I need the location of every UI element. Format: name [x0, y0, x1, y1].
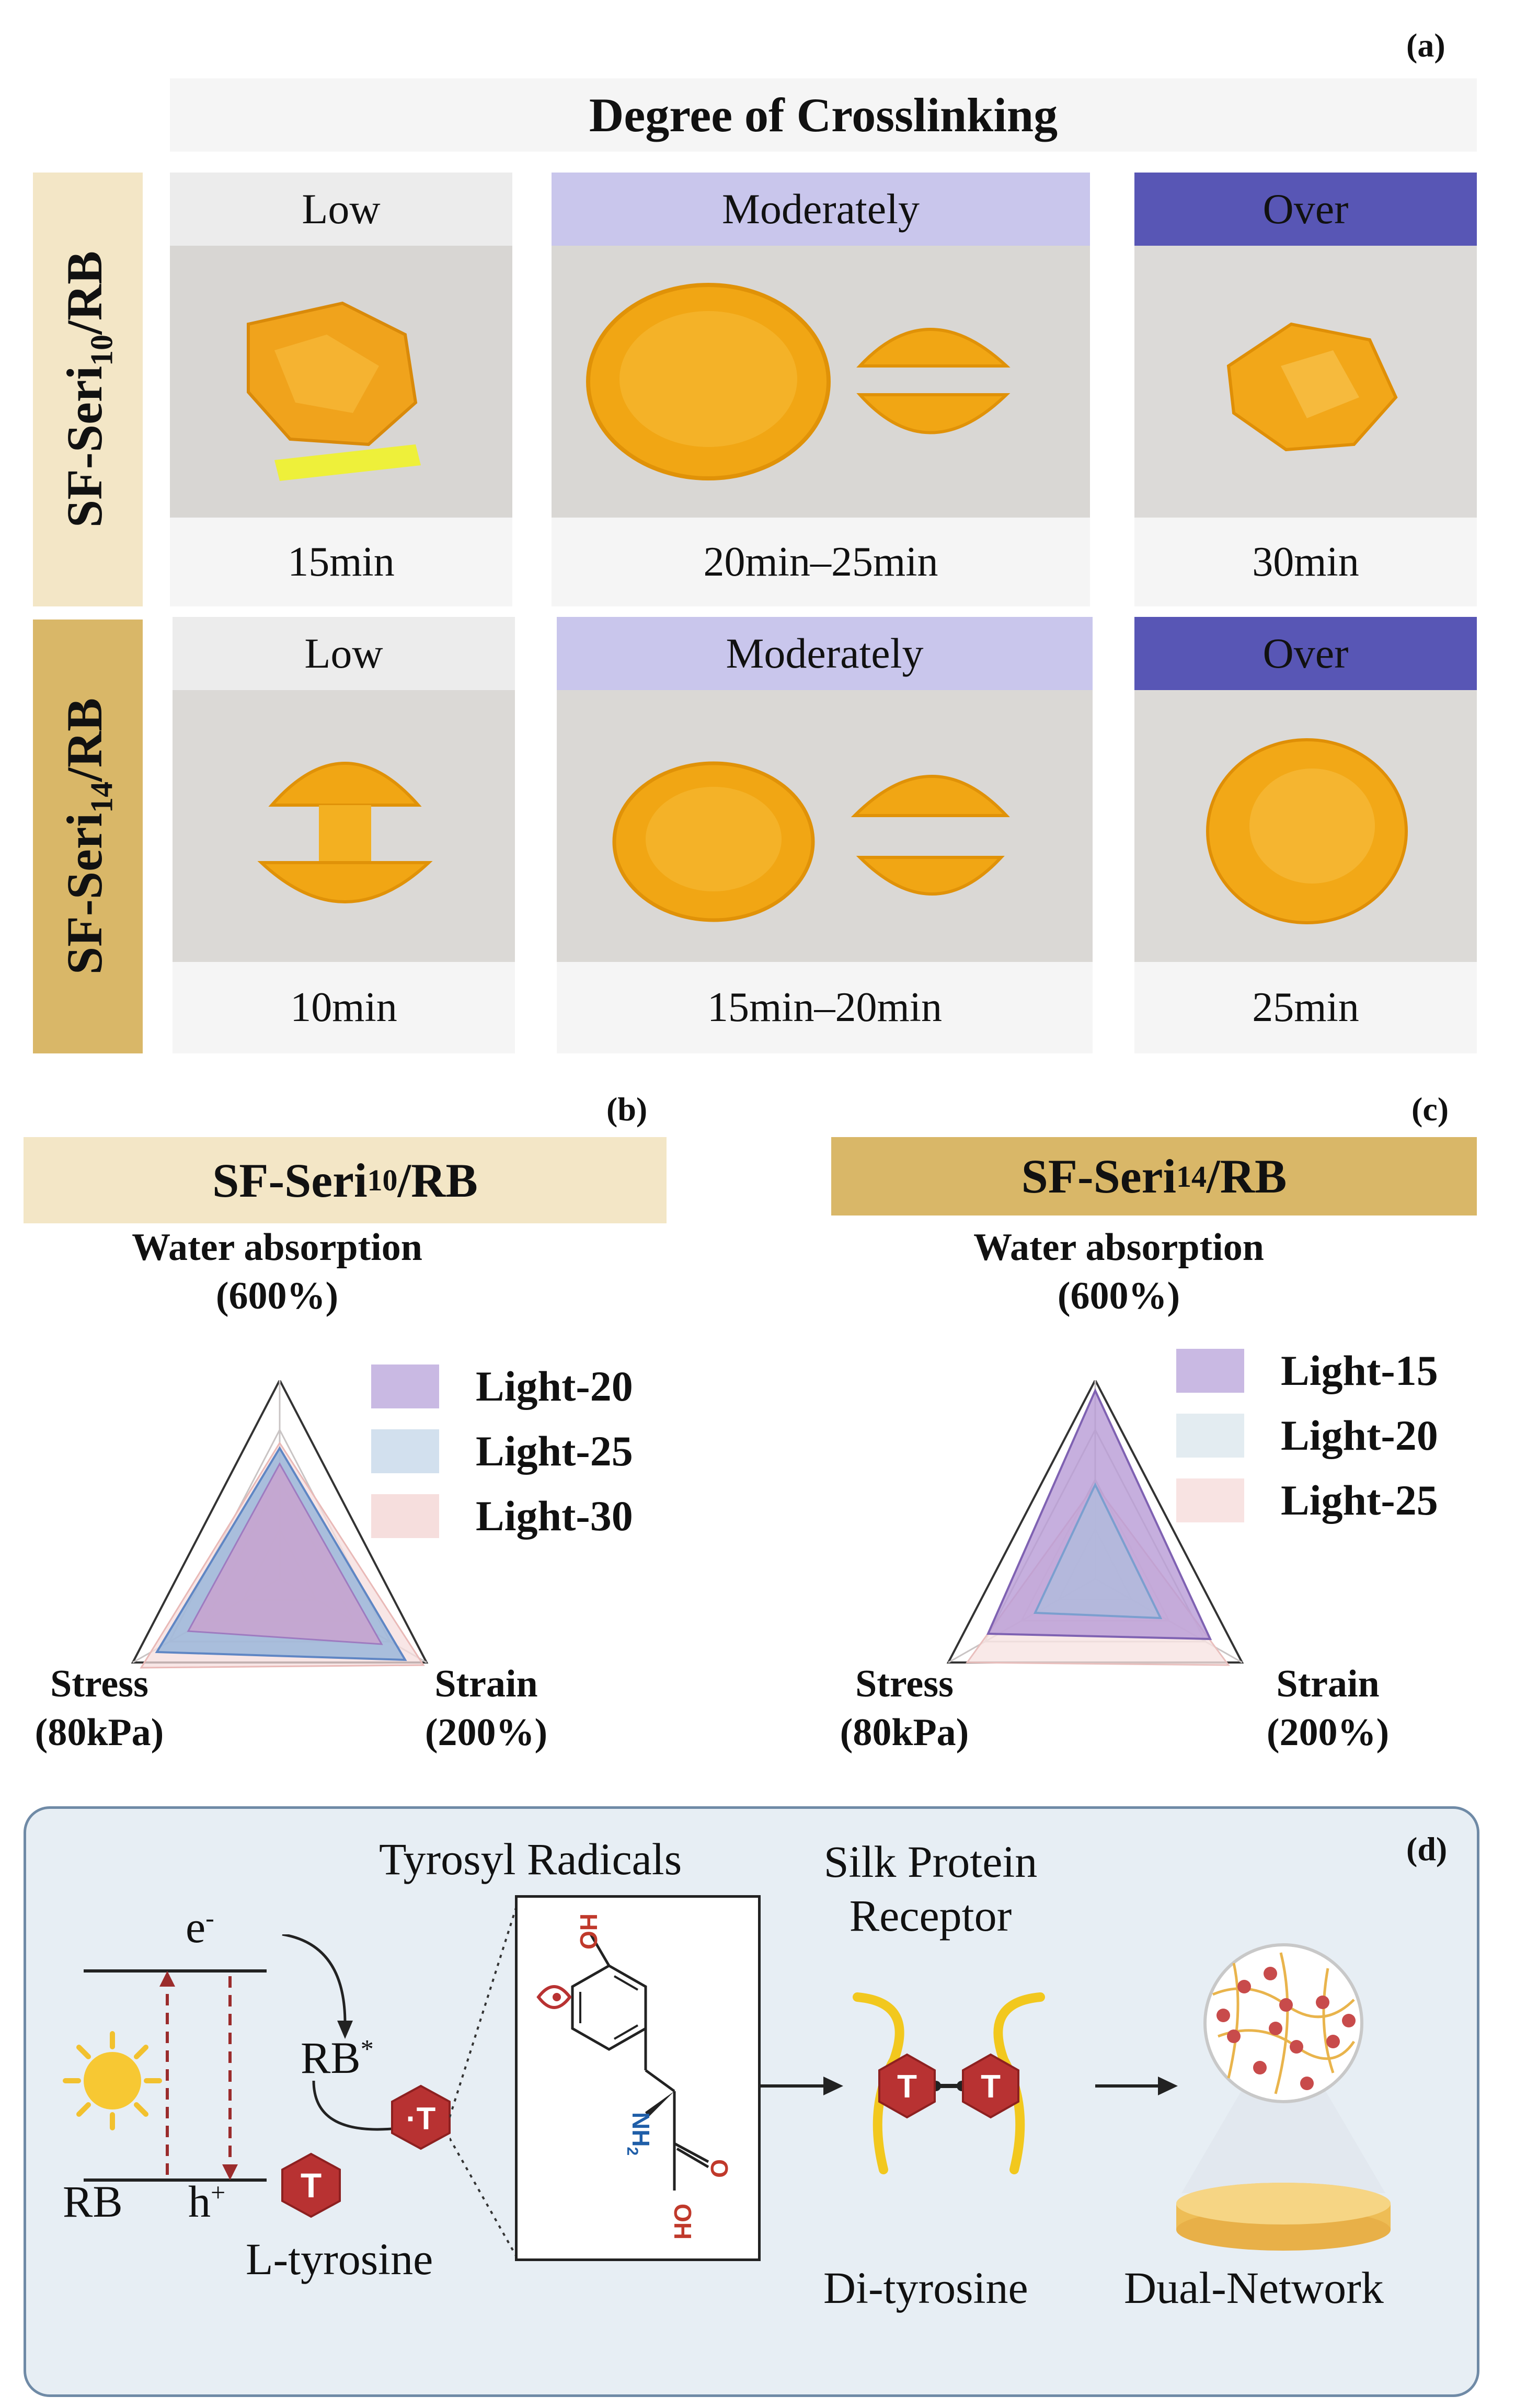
hole-label: h+	[188, 2176, 226, 2227]
cell-header: Moderately	[552, 173, 1090, 246]
cell-time: 15min	[170, 518, 512, 606]
series-light-20	[1033, 1482, 1163, 1620]
cell-seri10-over: Over 30min	[1134, 173, 1477, 606]
cell-seri10-moderately: Moderately 20min–25min	[552, 173, 1090, 606]
series-light-20	[187, 1462, 383, 1645]
cell-header: Low	[170, 173, 512, 246]
row-label-seri14: SF-Seri14/RB	[33, 620, 143, 1053]
legend-item: Light-25	[1176, 1476, 1438, 1525]
radar-chart-b	[131, 1380, 429, 1669]
dual-network-graphic	[1176, 1943, 1391, 2251]
legend-label: Light-25	[476, 1427, 633, 1475]
legend-b: Light-20 Light-25 Light-30	[371, 1362, 633, 1541]
legend-item: Light-30	[371, 1492, 633, 1541]
panel-d-letter: (d)	[1406, 1830, 1448, 1867]
dual-network-label: Dual-Network	[1124, 2263, 1384, 2313]
electron-label: e-	[186, 1902, 214, 1952]
legend-swatch	[1176, 1478, 1244, 1522]
panel-b-title: SF-Seri 10/RB	[24, 1137, 667, 1223]
legend-swatch	[1176, 1349, 1244, 1393]
arrow-to-ditryosine	[761, 2077, 843, 2095]
zoom-lines	[450, 1902, 519, 2259]
cell-header: Low	[173, 617, 515, 690]
axis-right-label: Strain (200%)	[1266, 1662, 1390, 1754]
t-letter: T	[897, 2069, 917, 2105]
legend-label: Light-25	[1281, 1476, 1438, 1524]
row-label-seri10: SF-Seri10/RB	[33, 173, 143, 606]
hydrogel-photo	[170, 246, 512, 518]
legend-swatch	[371, 1364, 439, 1408]
sun-icon	[63, 2031, 162, 2130]
di-tyrosine-graphic: T T	[853, 1992, 1045, 2174]
legend-label: Light-20	[476, 1362, 633, 1410]
atom-nh2: NH2	[624, 2112, 655, 2155]
tyrosyl-radicals-label: Tyrosyl Radicals	[379, 1834, 682, 1884]
panel-a-letter: (a)	[1406, 27, 1445, 64]
hydrogel-photo	[173, 690, 515, 962]
silk-protein-label: Silk Protein Receptor	[823, 1837, 1038, 1941]
atom-oh: OH	[669, 2204, 696, 2240]
legend-label: Light-15	[1281, 1347, 1438, 1394]
axis-top-label: Water absorption (600%)	[973, 1226, 1264, 1317]
cell-time: 30min	[1134, 518, 1477, 606]
legend-c: Light-15 Light-20 Light-25	[1176, 1346, 1438, 1525]
cell-header: Over	[1134, 173, 1477, 246]
l-tyrosine-label: L-tyrosine	[246, 2234, 433, 2284]
cell-header: Moderately	[557, 617, 1093, 690]
panel-b-letter: (b)	[606, 1091, 648, 1128]
axis-left-label: Stress (80kPa)	[840, 1662, 969, 1754]
arrow-to-network	[1095, 2077, 1178, 2095]
cell-header: Over	[1134, 617, 1477, 690]
rb-excited-label: RB*	[301, 2033, 374, 2083]
axis-left-label: Stress (80kPa)	[35, 1662, 164, 1754]
energy-diagram	[84, 1934, 353, 2182]
t-letter: T	[981, 2069, 1001, 2105]
cell-seri14-moderately: Moderately 15min–20min	[557, 617, 1093, 1053]
tyrosine-hex-icon: T	[281, 2152, 341, 2218]
legend-item: Light-20	[371, 1362, 633, 1411]
hydrogel-photo	[1134, 246, 1477, 518]
tyrosine-structure: HO NH2 O OH	[536, 1913, 733, 2240]
cell-time: 10min	[173, 962, 515, 1053]
radar-chart-c	[946, 1380, 1244, 1666]
di-tyrosine-label: Di-tyrosine	[823, 2263, 1028, 2313]
crosslinking-banner: Degree of Crosslinking	[170, 78, 1477, 152]
tyrosine-structure-box	[515, 1895, 761, 2261]
legend-swatch	[1176, 1414, 1244, 1458]
atom-o: O	[706, 2159, 733, 2178]
legend-item: Light-20	[1176, 1411, 1438, 1460]
panel-c-title: SF-Seri 14/RB	[831, 1137, 1477, 1216]
hydrogel-photo	[552, 246, 1090, 518]
tyrosyl-radical-hex-icon: ·T	[391, 2084, 451, 2150]
rb-label: RB	[63, 2176, 123, 2227]
legend-item: Light-15	[1176, 1346, 1438, 1395]
legend-swatch	[371, 1494, 439, 1538]
cell-time: 15min–20min	[557, 962, 1093, 1053]
atom-ho: HO	[575, 1913, 602, 1950]
t-radical-letter: ·T	[406, 2101, 436, 2136]
cell-seri14-over: Over 25min	[1134, 617, 1477, 1053]
axis-right-label: Strain (200%)	[424, 1662, 548, 1754]
cell-time: 20min–25min	[552, 518, 1090, 606]
cell-seri14-low: Low 10min	[173, 617, 515, 1053]
hydrogel-photo	[557, 690, 1093, 962]
hydrogel-photo	[1134, 690, 1477, 962]
cell-seri10-low: Low 15min	[170, 173, 512, 606]
legend-label: Light-30	[476, 1492, 633, 1540]
legend-swatch	[371, 1429, 439, 1473]
axis-top-label: Water absorption (600%)	[132, 1226, 422, 1317]
cell-time: 25min	[1134, 962, 1477, 1053]
panel-c-letter: (c)	[1411, 1091, 1449, 1128]
legend-item: Light-25	[371, 1427, 633, 1476]
t-letter: T	[301, 2166, 322, 2205]
legend-label: Light-20	[1281, 1412, 1438, 1459]
